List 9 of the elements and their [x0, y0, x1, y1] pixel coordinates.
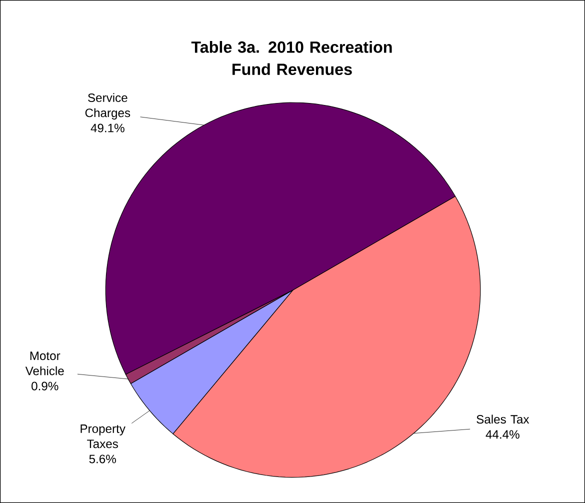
chart-title: Table 3a. 2010 Recreation Fund Revenues — [191, 41, 392, 76]
slice-label: Service Charges — [85, 93, 130, 120]
slice-label: Motor Vehicle — [25, 352, 64, 376]
data-label: 49.1% — [90, 124, 124, 132]
data-label: 0.9% — [32, 382, 58, 390]
data-label: 5.6% — [89, 454, 116, 464]
slice-label: Property Taxes — [80, 424, 126, 448]
data-label: 44.4% — [486, 430, 520, 439]
slice-label: Sales Tax — [476, 414, 530, 424]
